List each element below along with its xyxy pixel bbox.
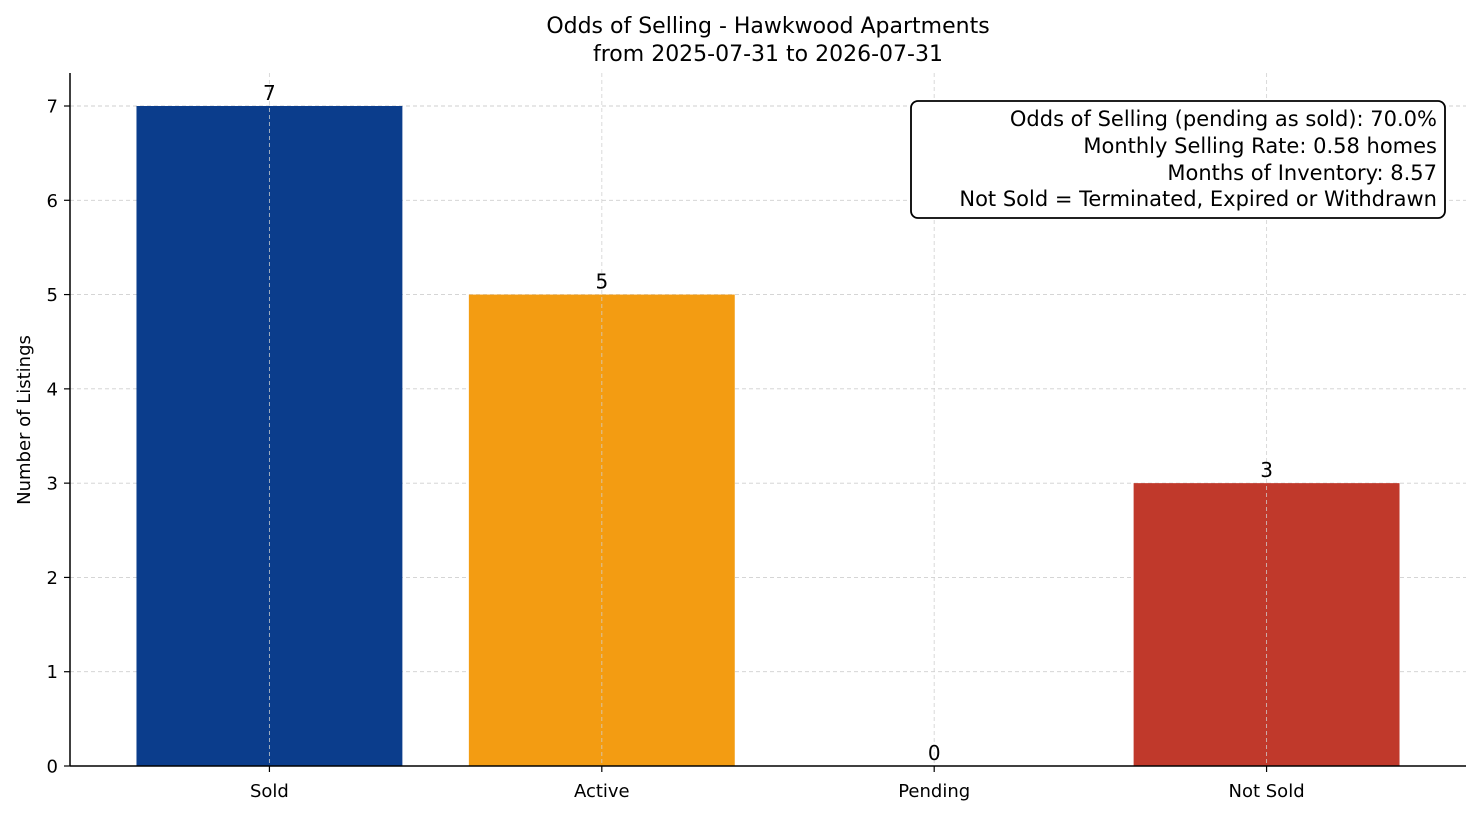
y-tick-label: 1	[47, 662, 58, 683]
y-tick-label: 3	[47, 474, 58, 495]
x-tick-label: Sold	[250, 781, 289, 802]
bar-sold	[136, 106, 403, 766]
bar-value-label: 7	[263, 81, 276, 105]
y-tick-label: 4	[47, 379, 58, 400]
bar-value-label: 5	[595, 270, 608, 294]
y-tick-label: 5	[47, 285, 58, 306]
annotation-frame	[910, 100, 1446, 219]
y-tick-label: 0	[47, 757, 58, 778]
x-tick-label: Pending	[898, 781, 970, 802]
annotation-months-of-inventory: Months of Inventory: 8.57	[1167, 161, 1437, 185]
stats-annotation-box: Odds of Selling (pending as sold): 70.0%…	[910, 100, 1446, 219]
bar-value-label: 0	[928, 741, 941, 765]
x-tick-label: Not Sold	[1229, 781, 1305, 802]
x-tick-label: Active	[574, 781, 630, 802]
chart-subtitle: from 2025-07-31 to 2026-07-31	[593, 42, 943, 67]
y-tick-label: 7	[47, 97, 58, 118]
axes-layer	[64, 73, 1466, 772]
annotation-not-sold-definition: Not Sold = Terminated, Expired or Withdr…	[959, 187, 1437, 211]
annotation-monthly-selling-rate: Monthly Selling Rate: 0.58 homes	[1083, 134, 1437, 158]
bar-not-sold	[1133, 483, 1400, 766]
y-axis-label: Number of Listings	[14, 335, 35, 505]
bar-value-label: 3	[1260, 458, 1273, 482]
labels-layer: 0 1 2 3 4 5 6 7 Sold Active Pending Not Sold 7 5 0 3	[47, 81, 1305, 802]
chart-title: Odds of Selling - Hawkwood Apartments	[546, 14, 989, 39]
y-tick-label: 6	[47, 191, 58, 212]
y-tick-label: 2	[47, 568, 58, 589]
annotation-odds-of-selling: Odds of Selling (pending as sold): 70.0%	[1010, 107, 1437, 131]
